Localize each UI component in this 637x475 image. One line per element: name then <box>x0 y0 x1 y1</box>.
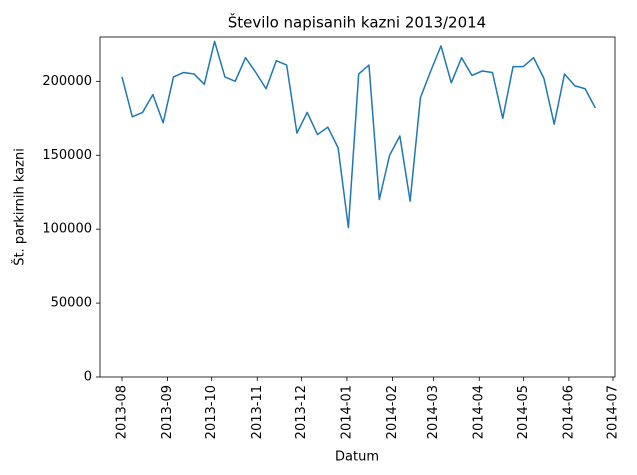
y-tick-label: 100000 <box>42 222 92 237</box>
x-tick-label: 2013-10 <box>204 385 219 439</box>
y-tick-label: 200000 <box>42 74 92 89</box>
plot-frame <box>99 36 616 378</box>
x-tick-label: 2014-07 <box>606 385 621 439</box>
y-tick-label: 0 <box>84 370 92 385</box>
chart-title: Število napisanih kazni 2013/2014 <box>228 13 486 32</box>
y-axis-label: Št. parkirnih kazni <box>12 148 28 266</box>
x-tick-label: 2014-06 <box>561 385 576 439</box>
x-tick-label: 2014-03 <box>426 385 441 439</box>
x-tick-label: 2013-12 <box>294 385 309 439</box>
x-axis-label: Datum <box>335 450 379 465</box>
x-tick-label: 2013-11 <box>250 385 265 439</box>
x-tick-label: 2014-01 <box>339 385 354 439</box>
x-tick-label: 2013-08 <box>114 385 129 439</box>
x-tick-label: 2014-05 <box>516 385 531 439</box>
x-tick-label: 2013-09 <box>160 385 175 439</box>
y-tick-label: 50000 <box>51 296 92 311</box>
x-tick-label: 2014-02 <box>385 385 400 439</box>
x-tick-label: 2014-04 <box>472 385 487 439</box>
data-line <box>121 40 597 229</box>
y-tick-label: 150000 <box>42 148 92 163</box>
